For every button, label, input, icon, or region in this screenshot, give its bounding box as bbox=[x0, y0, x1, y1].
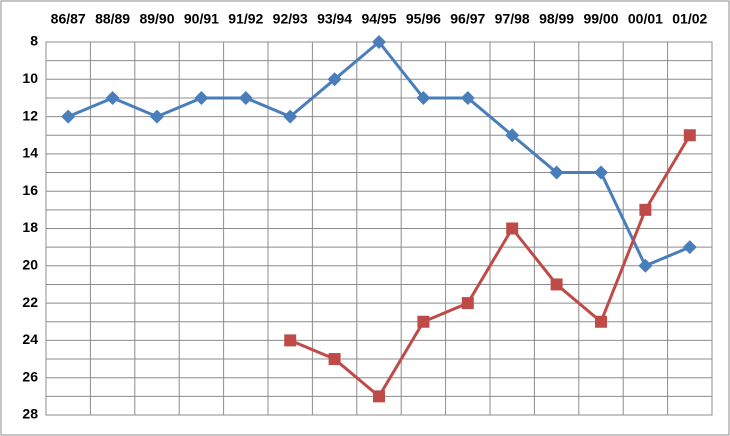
marker bbox=[550, 278, 563, 291]
marker bbox=[327, 72, 342, 87]
marker bbox=[461, 297, 474, 310]
marker bbox=[150, 109, 164, 124]
x-tick-label: 89/90 bbox=[139, 11, 174, 27]
marker bbox=[284, 334, 297, 347]
marker bbox=[506, 222, 519, 235]
x-tick-label: 96/97 bbox=[450, 11, 485, 27]
x-tick-label: 92/93 bbox=[273, 11, 308, 27]
marker bbox=[416, 90, 431, 105]
marker bbox=[639, 203, 652, 216]
x-tick-label: 95/96 bbox=[406, 11, 441, 27]
marker bbox=[105, 90, 120, 105]
marker bbox=[682, 240, 697, 255]
x-tick-label: 99/00 bbox=[583, 11, 618, 27]
x-tick-label: 00/01 bbox=[628, 11, 663, 27]
marker bbox=[194, 90, 209, 105]
marker bbox=[638, 258, 653, 273]
x-tick-label: 91/92 bbox=[228, 11, 263, 27]
x-tick-label: 97/98 bbox=[495, 11, 530, 27]
y-tick-label: 14 bbox=[22, 145, 38, 161]
x-tick-label: 86/87 bbox=[51, 11, 86, 27]
x-tick-label: 93/94 bbox=[317, 11, 352, 27]
y-tick-label: 12 bbox=[22, 107, 38, 123]
marker bbox=[238, 90, 253, 105]
marker bbox=[328, 353, 341, 366]
marker bbox=[683, 129, 696, 142]
marker bbox=[373, 390, 385, 403]
y-tick-label: 10 bbox=[22, 70, 38, 86]
y-tick-label: 28 bbox=[22, 406, 38, 422]
series-line bbox=[289, 134, 692, 398]
y-tick-label: 26 bbox=[22, 368, 38, 384]
x-tick-label: 94/95 bbox=[361, 11, 396, 27]
marker bbox=[595, 315, 607, 328]
y-tick-label: 22 bbox=[22, 294, 38, 310]
marker bbox=[61, 109, 76, 124]
marker bbox=[460, 90, 475, 105]
marker bbox=[594, 165, 608, 180]
y-tick-label: 18 bbox=[22, 219, 38, 235]
marker bbox=[417, 315, 430, 328]
marker bbox=[549, 165, 564, 180]
y-tick-label: 24 bbox=[22, 331, 38, 347]
marker bbox=[283, 109, 298, 124]
y-tick-label: 20 bbox=[22, 257, 38, 273]
marker bbox=[372, 35, 386, 49]
marker bbox=[505, 128, 520, 143]
x-tick-label: 01/02 bbox=[672, 11, 707, 27]
y-tick-label: 8 bbox=[30, 33, 38, 49]
x-tick-label: 88/89 bbox=[95, 11, 130, 27]
x-tick-label: 98/99 bbox=[539, 11, 574, 27]
y-tick-label: 16 bbox=[22, 182, 38, 198]
x-tick-label: 90/91 bbox=[184, 11, 219, 27]
